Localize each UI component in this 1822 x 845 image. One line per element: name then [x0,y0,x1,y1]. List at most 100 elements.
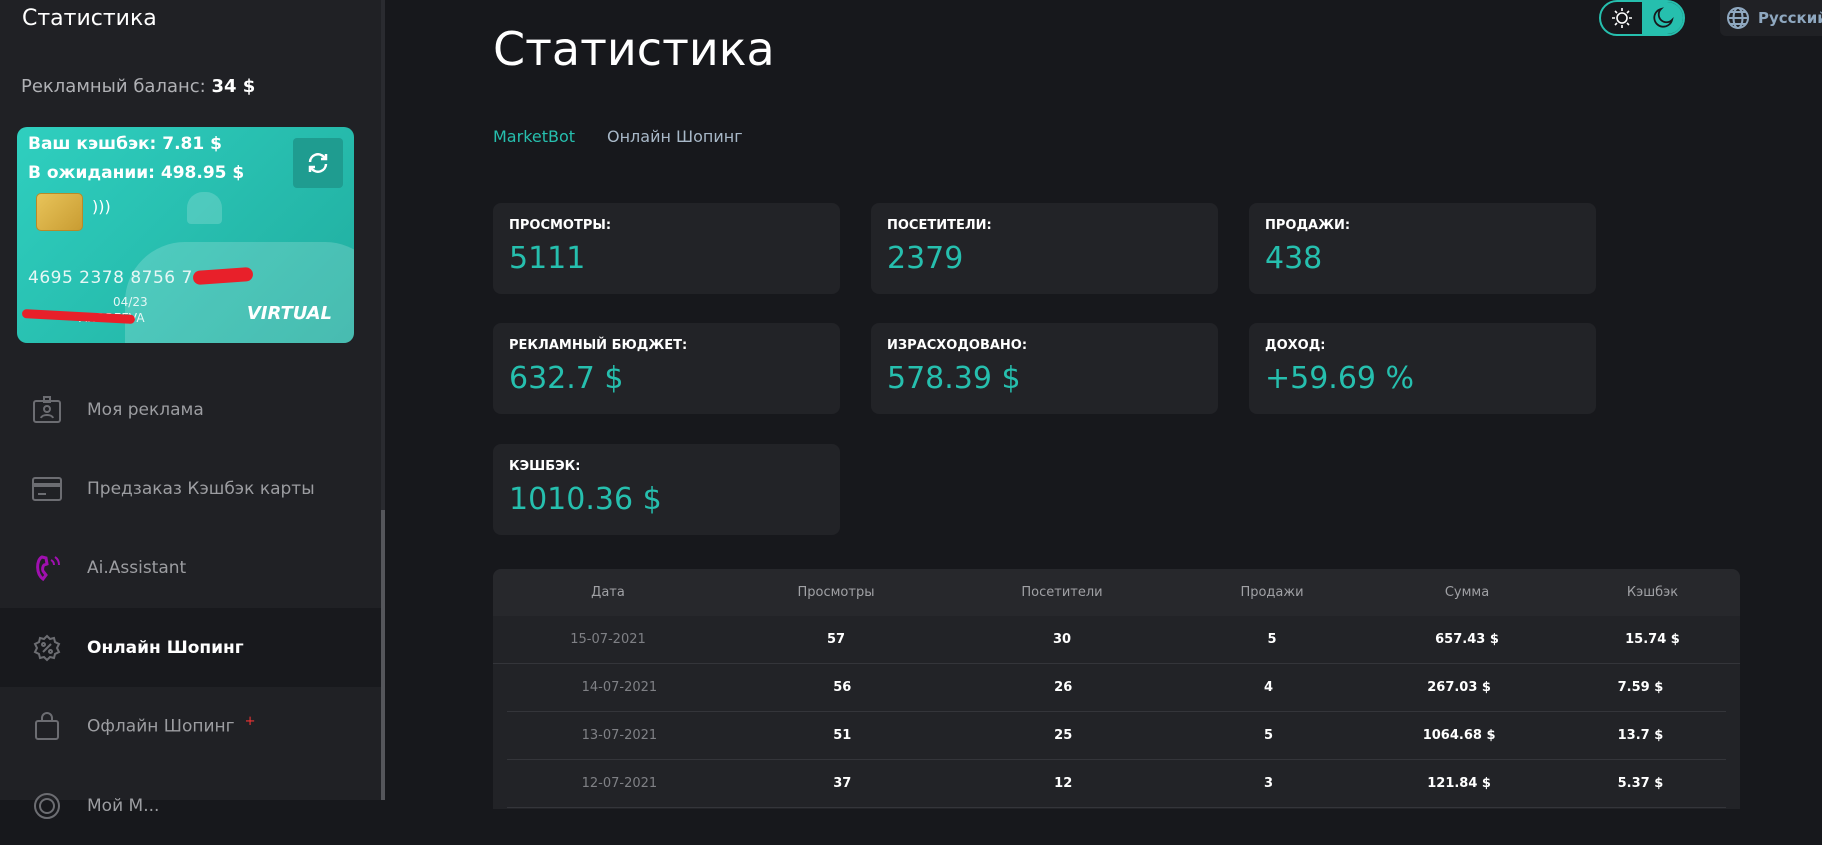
column-header: Посетители [1021,585,1103,600]
stat-value: 578.39 $ [887,361,1021,396]
stat-label: ПРОСМОТРЫ: [509,218,612,233]
sidebar-item-card-preorder[interactable]: Предзаказ Кэшбэк карты [0,449,381,528]
refresh-button[interactable] [293,138,343,188]
stat-label: ПРОДАЖИ: [1265,218,1351,233]
table-cell: 3 [1263,776,1274,791]
globe-icon [1727,7,1749,29]
sidebar-item-label: Ai.Assistant [87,557,187,578]
dark-theme-option[interactable] [1642,2,1683,34]
card-watermark [187,192,222,224]
phone-ringing-icon [32,553,62,583]
theme-toggle[interactable] [1599,0,1685,36]
stat-value: 2379 [887,241,964,276]
table-cell: 267.03 $ [1427,680,1491,695]
column-header: Кэшбэк [1626,585,1679,600]
tab-online-shopping[interactable]: Онлайн Шопинг [607,127,743,146]
column-header: Сумма [1444,585,1490,600]
stat-value: 1010.36 $ [509,482,662,517]
stats-table: Дата Просмотры Посетители Продажи Сумма Кэшбэ… [493,569,1740,809]
stat-ad-budget: РЕКЛАМНЫЙ БЮДЖЕТ: 632.7 $ [493,323,840,414]
table-cell: 657.43 $ [1435,632,1499,647]
id-badge-icon [32,395,62,425]
table-cell: 51 [833,728,852,743]
table-cell: 37 [833,776,852,791]
page-title: Статистика [493,22,775,76]
tab-marketbot[interactable]: MarketBot [493,127,576,146]
stat-value: 5111 [509,241,586,276]
table-cell: 13.7 $ [1617,728,1664,743]
column-header: Просмотры [797,585,875,600]
chip-icon [36,193,83,231]
stat-value: 632.7 $ [509,361,624,396]
stat-income: ДОХОД: +59.69 % [1249,323,1596,414]
table-cell: 12-07-2021 [581,776,658,791]
language-selector[interactable]: Русский [1720,0,1822,36]
table-cell: 12 [1054,776,1073,791]
card-expiry: 04/23 [113,295,148,309]
stat-label: ПОСЕТИТЕЛИ: [887,218,992,233]
table-cell: 30 [1052,632,1072,647]
language-label: Русский [1758,9,1822,27]
column-header: Дата [591,585,625,600]
light-theme-option[interactable] [1601,2,1642,34]
card-type: VIRTUAL [246,303,332,324]
stat-label: ДОХОД: [1265,338,1326,353]
credit-card-icon [32,474,62,504]
table-cell: 25 [1054,728,1073,743]
target-icon [32,791,62,821]
scrollbar-thumb[interactable] [381,510,385,800]
card-pending: В ожидании: 498.95 $ [28,163,245,183]
stat-label: КЭШБЭК: [509,459,581,474]
new-badge: + [244,714,256,730]
sidebar-item-more[interactable]: Мой М... [0,766,381,845]
sidebar-scrollbar[interactable] [381,0,385,800]
balance-label: Рекламный баланс: [21,76,206,97]
table-row: 15-07-2021 57 30 5 657.43 $ 15.74 $ [493,616,1740,664]
table-cell: 57 [826,632,846,647]
table-row: 12-07-2021 37 12 3 121.84 $ 5.37 $ [507,760,1726,808]
sidebar-item-label: Офлайн Шопинг [87,716,235,737]
sidebar-item-my-ads[interactable]: Моя реклама [0,370,381,449]
sidebar-item-ai-assistant[interactable]: Ai.Assistant [0,528,381,607]
stat-spent: ИЗРАСХОДОВАНО: 578.39 $ [871,323,1218,414]
table-cell: 26 [1054,680,1073,695]
discount-badge-icon [32,633,62,663]
table-cell: 1064.68 $ [1422,728,1496,743]
table-row: 14-07-2021 56 26 4 267.03 $ 7.59 $ [507,664,1726,712]
card-cashback: Ваш кэшбэк: 7.81 $ [28,134,222,154]
sidebar-item-label: Мой М... [87,795,160,816]
sidebar-item-label: Онлайн Шопинг [87,637,244,658]
sidebar-item-offline-shopping[interactable]: Офлайн Шопинг + [0,686,381,765]
stat-visitors: ПОСЕТИТЕЛИ: 2379 [871,203,1218,294]
shopping-bag-icon [32,711,62,741]
balance-value: 34 $ [211,76,256,97]
stat-label: РЕКЛАМНЫЙ БЮДЖЕТ: [509,338,688,353]
sidebar-item-online-shopping[interactable]: Онлайн Шопинг [0,608,381,687]
table-cell: 15.74 $ [1625,632,1680,647]
table-row: 13-07-2021 51 25 5 1064.68 $ 13.7 $ [507,712,1726,760]
stat-views: ПРОСМОТРЫ: 5111 [493,203,840,294]
card-watermark [125,242,354,343]
refresh-icon [308,153,328,173]
table-cell: 5.37 $ [1617,776,1664,791]
sidebar-item-label: Предзаказ Кэшбэк карты [87,478,315,499]
table-cell: 15-07-2021 [570,632,646,647]
table-cell: 121.84 $ [1427,776,1491,791]
stat-sales: ПРОДАЖИ: 438 [1249,203,1596,294]
stat-cashback: КЭШБЭК: 1010.36 $ [493,444,840,535]
stat-value: 438 [1265,241,1323,276]
table-cell: 7.59 $ [1617,680,1664,695]
card-number: 4695 2378 8756 7 [28,268,193,288]
column-header: Продажи [1240,585,1304,600]
table-header: Дата Просмотры Посетители Продажи Сумма Кэшбэ… [493,569,1740,616]
ad-balance: Рекламный баланс: 34 $ [21,76,255,97]
sidebar-title: Статистика [22,6,157,31]
table-cell: 4 [1263,680,1274,695]
stat-label: ИЗРАСХОДОВАНО: [887,338,1028,353]
table-cell: 13-07-2021 [581,728,658,743]
moon-icon [1652,7,1674,28]
table-cell: 14-07-2021 [581,680,658,695]
contactless-icon: ))) [92,197,111,216]
cashback-card: Ваш кэшбэк: 7.81 $ В ожидании: 498.95 $ … [17,127,354,343]
sun-icon [1611,8,1632,28]
